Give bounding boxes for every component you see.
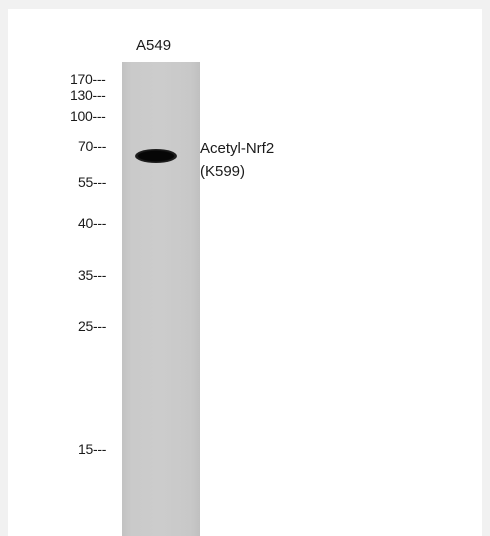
marker-70: 70--- — [78, 138, 107, 154]
protein-band-core — [138, 151, 174, 161]
target-label-site: (K599) — [200, 163, 246, 180]
blot-panel — [8, 9, 482, 536]
marker-170: 170--- — [70, 71, 106, 87]
gel-lane — [122, 62, 200, 536]
marker-100: 100--- — [70, 108, 106, 124]
marker-130: 130--- — [70, 87, 106, 103]
marker-15: 15--- — [78, 441, 107, 457]
marker-35: 35--- — [78, 267, 107, 283]
target-label-name: Acetyl-Nrf2 — [200, 140, 275, 157]
marker-25: 25--- — [78, 318, 107, 334]
lane-label: A549 — [136, 37, 172, 54]
marker-40: 40--- — [78, 215, 107, 231]
marker-55: 55--- — [78, 174, 107, 190]
